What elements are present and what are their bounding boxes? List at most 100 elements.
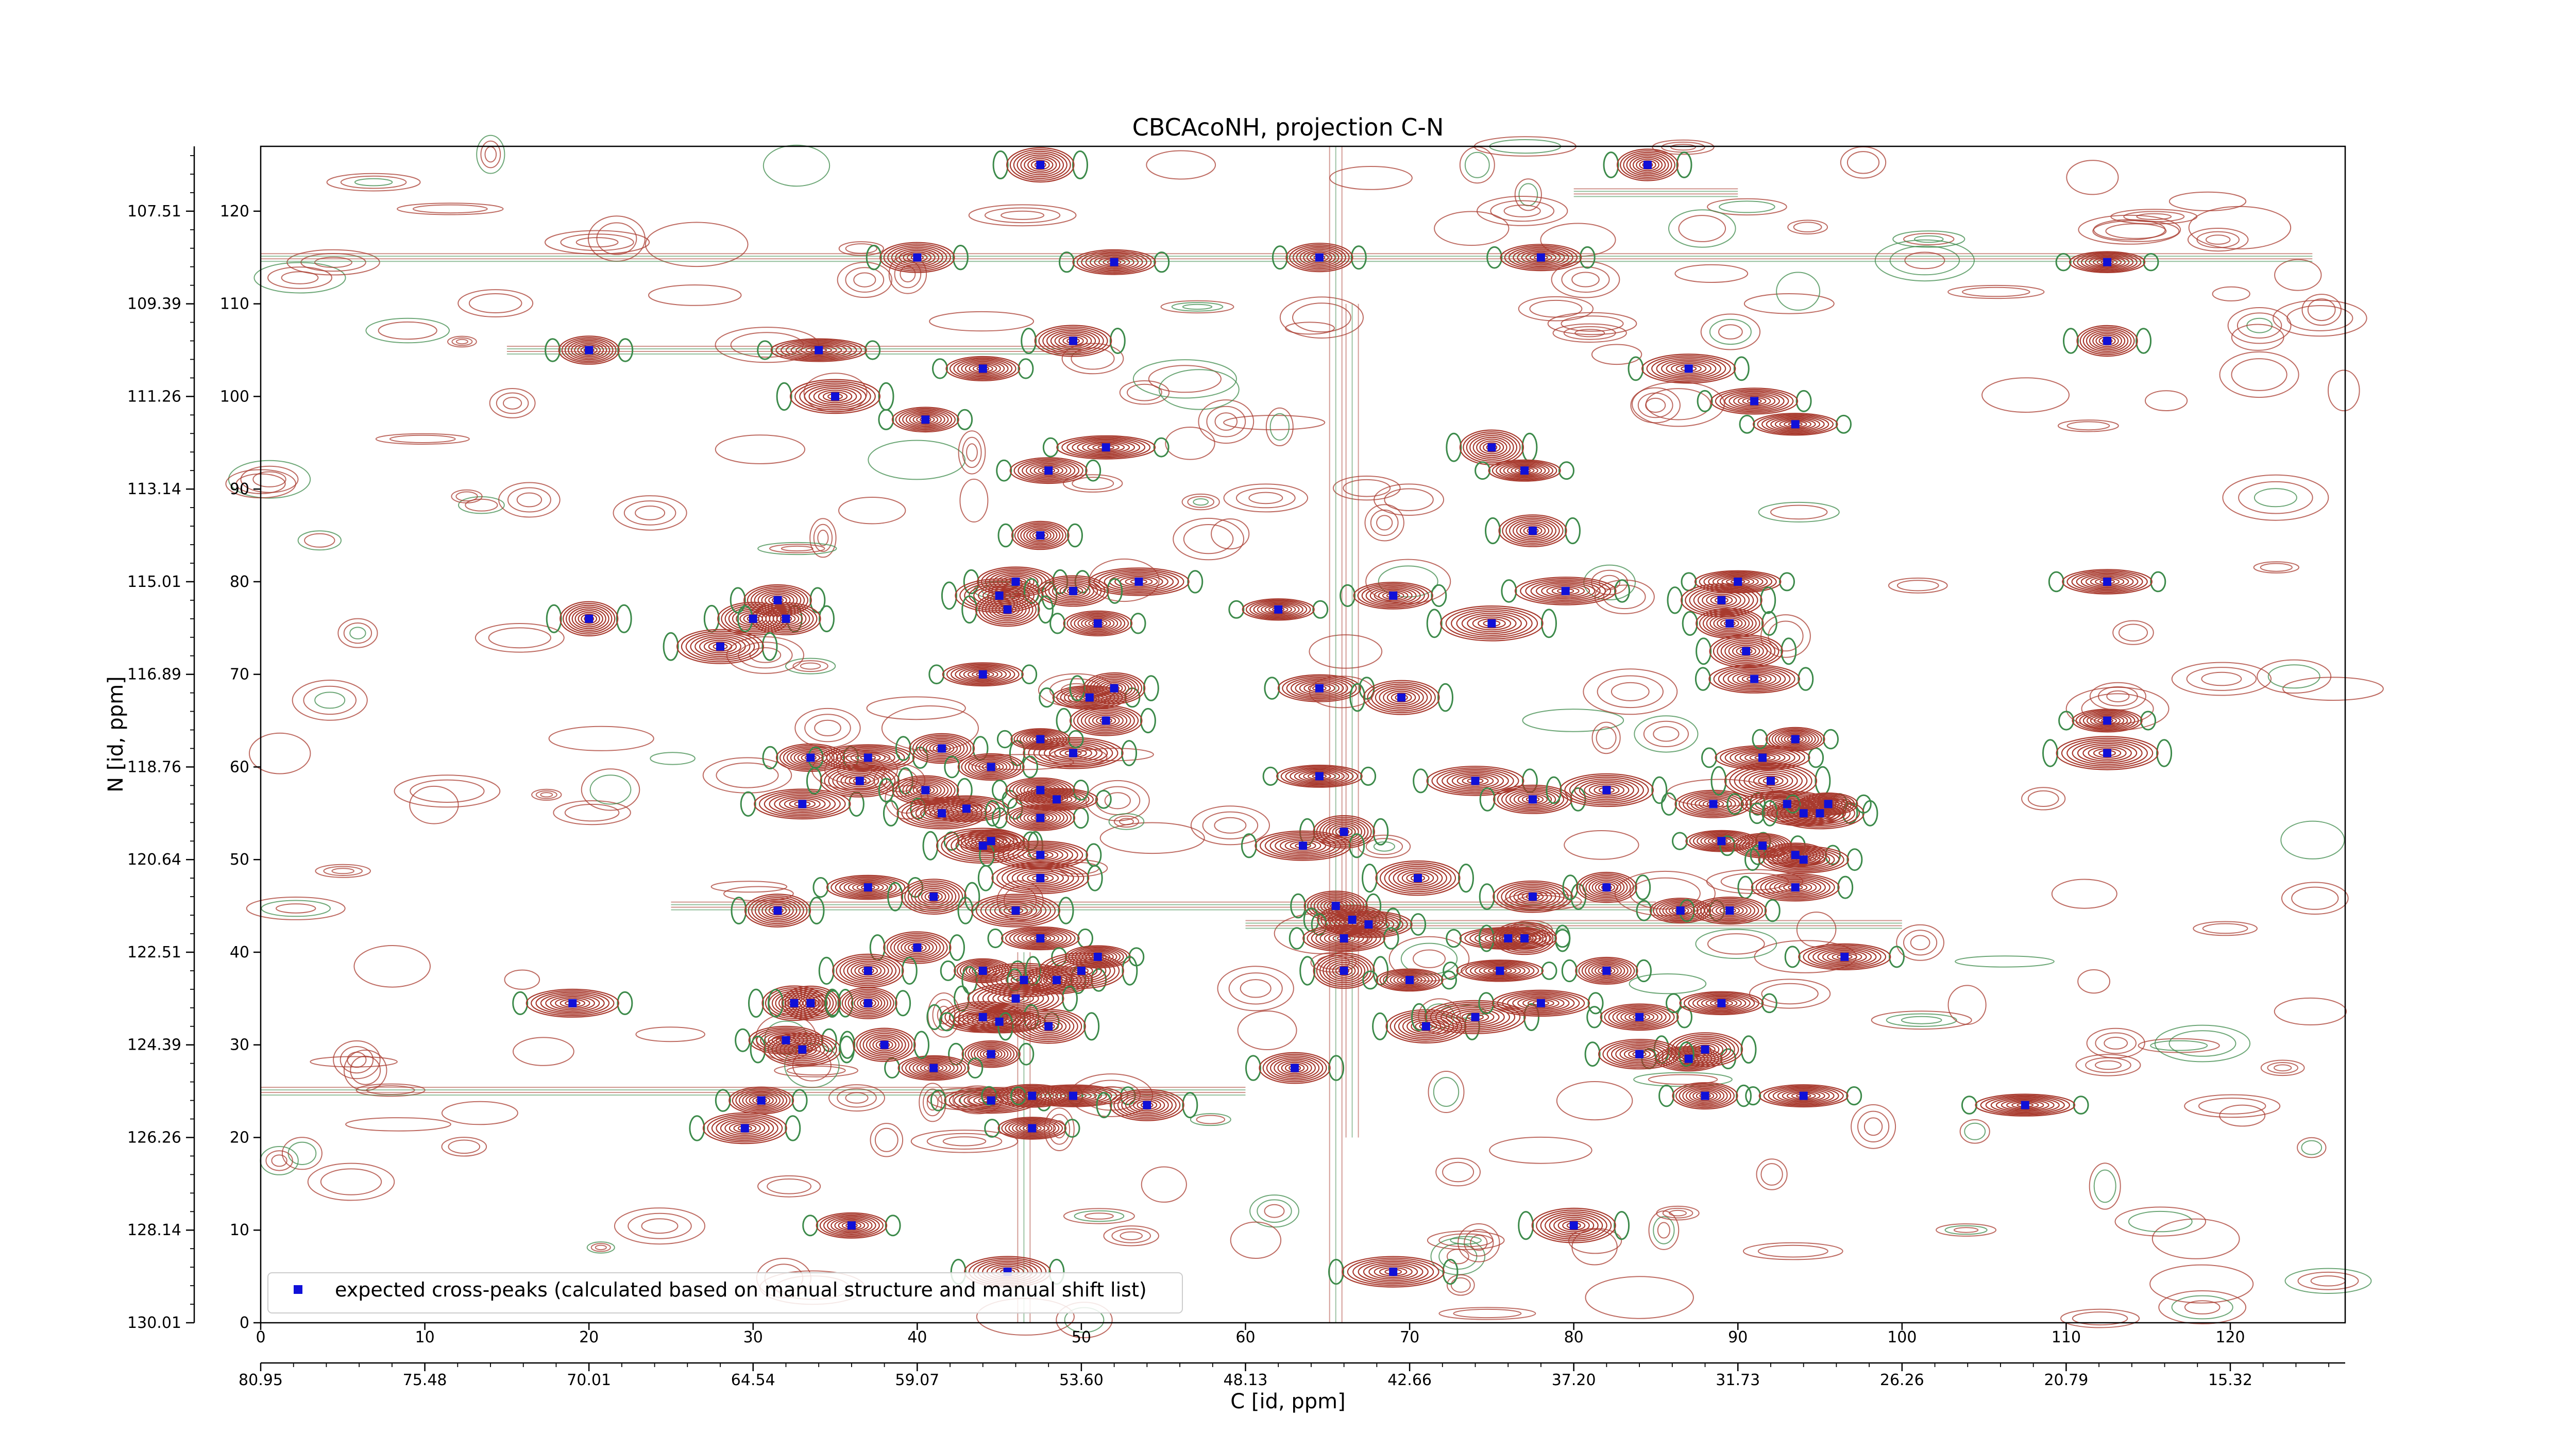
positive-peak-contour — [1013, 458, 1083, 483]
cross-peak-point — [978, 966, 987, 975]
noise-contour — [1490, 200, 1555, 222]
noise-contour — [2257, 659, 2332, 694]
positive-peak-contour — [1757, 414, 1834, 435]
positive-peak-contour — [1755, 874, 1835, 900]
noise-contour — [1903, 930, 1938, 956]
negative-peak-contour — [1518, 1211, 1534, 1240]
negative-peak-contour — [940, 960, 956, 981]
negative-peak-contour — [957, 897, 974, 924]
noise-contour — [323, 866, 363, 877]
positive-peak-contour — [899, 409, 953, 430]
positive-peak-contour — [1690, 795, 1736, 813]
positive-peak-contour — [1990, 1097, 2060, 1114]
noise-contour — [1643, 720, 1689, 748]
negative-peak-contour — [1349, 683, 1366, 712]
noise-contour — [785, 658, 836, 675]
positive-peak-contour — [1015, 1122, 1049, 1134]
positive-peak-contour — [832, 769, 888, 793]
negative-peak-contour — [1049, 613, 1066, 634]
positive-peak-contour — [1493, 880, 1573, 913]
noise-contour — [870, 1123, 904, 1157]
noise-contour — [1743, 293, 1835, 314]
cross-peak-point — [1487, 619, 1496, 628]
positive-peak-contour — [1328, 933, 1360, 944]
negative-peak-contour — [1241, 833, 1257, 858]
positive-peak-contour — [1088, 713, 1124, 729]
positive-peak-contour — [1070, 613, 1126, 634]
positive-peak-contour — [1595, 881, 1619, 894]
positive-peak-contour — [1068, 946, 1128, 968]
positive-peak-contour — [904, 880, 963, 913]
noise-contour — [409, 785, 459, 824]
positive-peak-contour — [1440, 605, 1544, 642]
positive-peak-contour — [1023, 732, 1058, 746]
cross-peak-point — [1783, 800, 1791, 808]
noise-contour — [1230, 1221, 1282, 1259]
noise-contour — [838, 497, 906, 525]
noise-contour — [228, 460, 311, 499]
positive-peak-contour — [963, 668, 1003, 681]
positive-peak-contour — [959, 667, 1007, 682]
positive-peak-contour — [1019, 1012, 1078, 1040]
positive-peak-contour — [1022, 871, 1059, 885]
noise-contour — [1591, 721, 1621, 754]
positive-peak-contour — [1264, 833, 1342, 858]
positive-peak-contour — [920, 805, 964, 821]
noise-contour — [2297, 1137, 2327, 1158]
positive-peak-contour — [560, 601, 619, 637]
positive-peak-contour — [1767, 848, 1840, 871]
positive-peak-contour — [1368, 1264, 1418, 1280]
noise-contour — [1668, 209, 1736, 248]
negative-peak-contour — [996, 730, 1013, 749]
positive-peak-contour — [1535, 582, 1596, 600]
noise-contour — [966, 443, 978, 462]
positive-peak-contour — [738, 1090, 784, 1110]
negative-peak-contour — [1121, 740, 1138, 766]
positive-peak-contour — [1021, 932, 1060, 945]
positive-peak-contour — [2001, 1099, 2049, 1111]
positive-peak-contour — [1440, 1005, 1511, 1029]
noise-contour — [343, 622, 372, 644]
noise-contour — [2119, 624, 2148, 642]
negative-peak-contour — [1501, 579, 1517, 603]
negative-peak-contour — [512, 991, 529, 1015]
cross-peak-point — [2103, 258, 2112, 266]
positive-peak-contour — [1641, 353, 1736, 384]
positive-peak-contour — [1608, 1006, 1671, 1028]
positive-peak-contour — [1671, 362, 1707, 375]
y-ppm-tick-label: 122.51 — [127, 943, 181, 962]
negative-peak-contour — [748, 988, 764, 1018]
negative-peak-contour — [1570, 883, 1587, 910]
noise-contour — [1914, 235, 1944, 243]
positive-peak-contour — [883, 243, 951, 272]
positive-peak-contour — [1748, 772, 1793, 790]
noise-contour — [1718, 324, 1743, 340]
noise-contour — [1669, 1209, 1687, 1217]
cross-peak-point — [1799, 855, 1808, 864]
positive-peak-contour — [942, 662, 1024, 687]
positive-peak-contour — [1768, 728, 1822, 750]
noise-contour — [516, 492, 543, 508]
cross-peak-point — [1602, 883, 1611, 892]
positive-peak-contour — [1332, 964, 1356, 978]
positive-peak-contour — [1347, 917, 1390, 932]
x-ppm-tick-label: 37.20 — [1552, 1371, 1596, 1389]
negative-peak-contour — [1565, 517, 1581, 545]
positive-peak-contour — [1081, 617, 1115, 630]
noise-contour — [1249, 1194, 1299, 1228]
positive-peak-contour — [819, 1214, 884, 1238]
cross-peak-point — [1110, 684, 1118, 693]
positive-peak-contour — [1702, 611, 1757, 636]
positive-peak-contour — [1507, 993, 1575, 1013]
positive-peak-contour — [1502, 992, 1580, 1014]
positive-peak-contour — [1361, 584, 1425, 607]
negative-peak-contour — [961, 595, 978, 624]
cross-peak-point — [929, 1064, 938, 1072]
positive-peak-contour — [975, 760, 1008, 774]
noise-contour — [2196, 231, 2240, 248]
cross-peak-point — [1684, 364, 1693, 373]
positive-peak-contour — [1765, 727, 1825, 752]
positive-peak-contour — [971, 1044, 1012, 1064]
noise-contour — [1953, 1227, 1979, 1233]
cross-peak-point — [1734, 577, 1742, 586]
